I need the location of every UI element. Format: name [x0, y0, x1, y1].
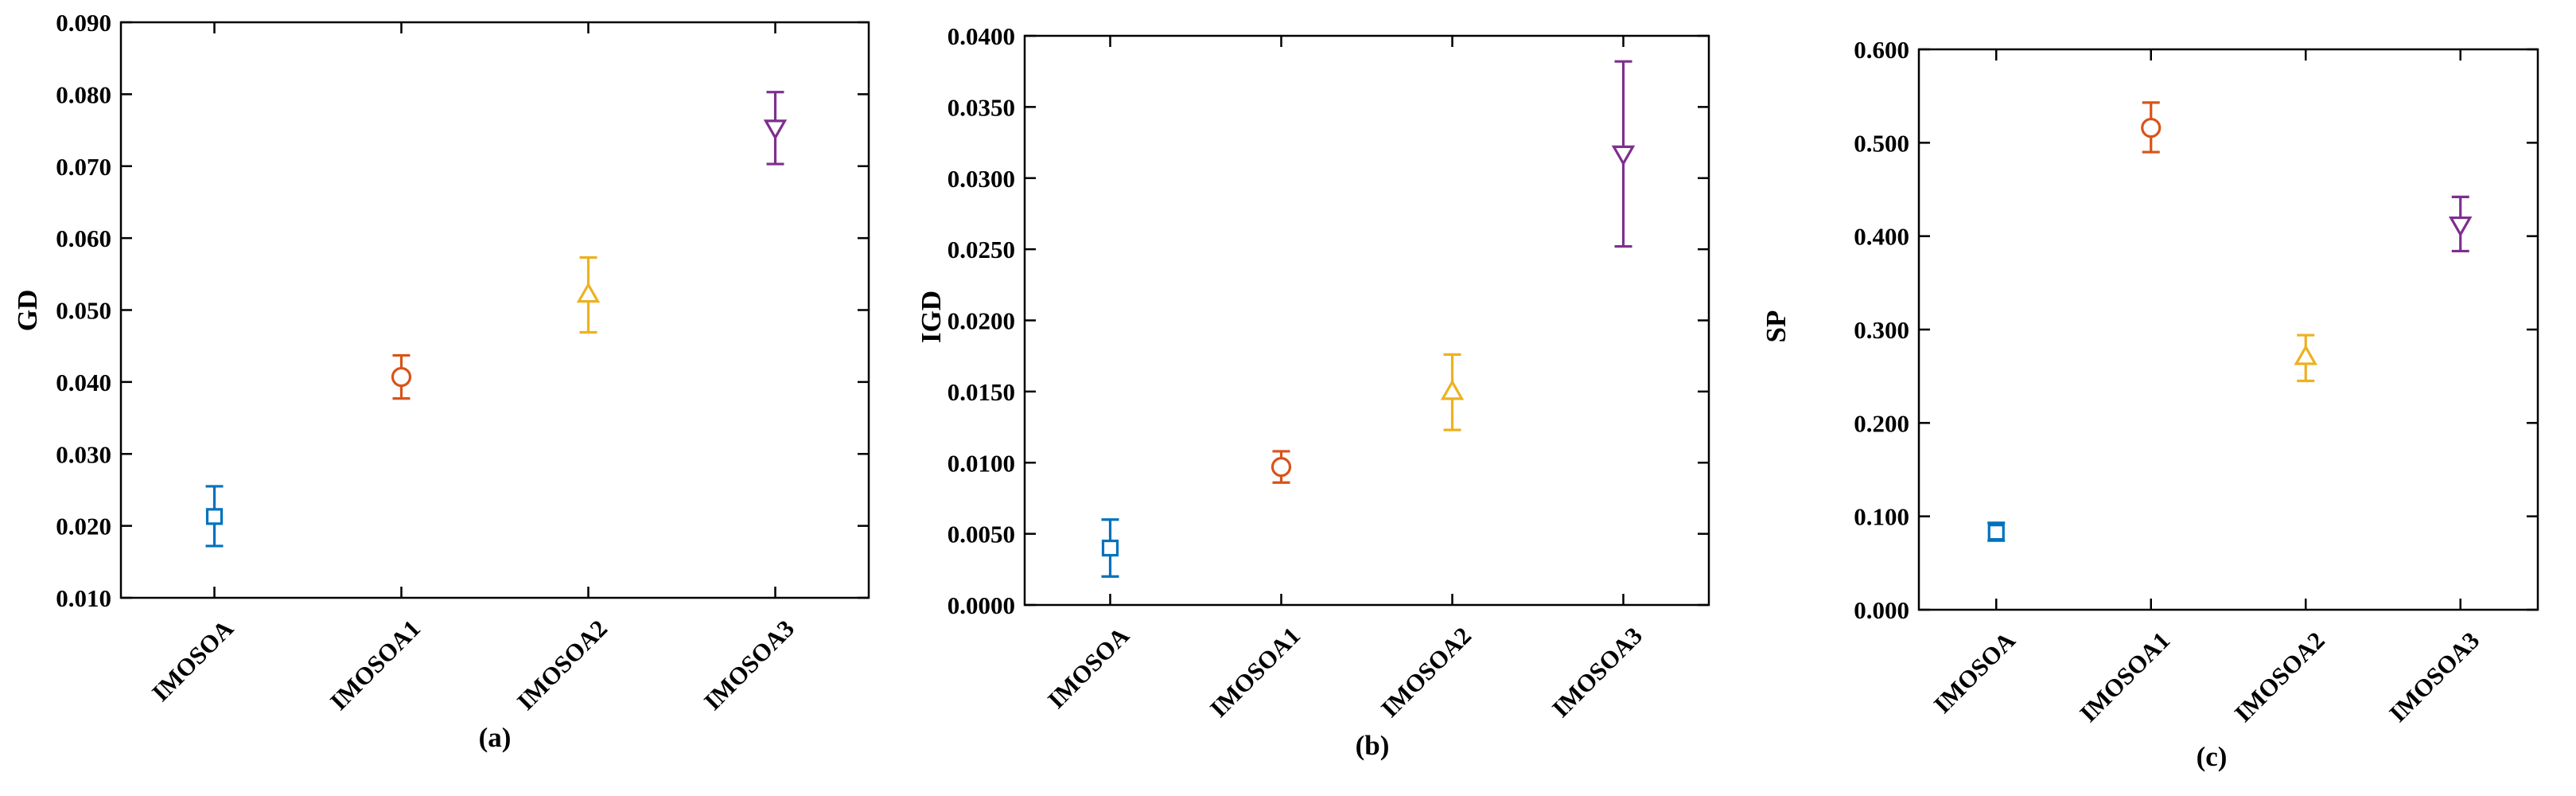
- chart-2-panel-label: (b): [1356, 730, 1390, 761]
- chart-1-x-tick-label: IMOSOA1: [325, 615, 426, 716]
- chart-1-marker-circle: [391, 366, 412, 388]
- chart-3-marker-triangle-up: [2294, 344, 2318, 365]
- chart-2-plot-frame: [1023, 34, 1710, 607]
- chart-3-marker-triangle-down: [2448, 216, 2473, 237]
- chart-2-y-tick-label: 0.0100: [948, 449, 1015, 477]
- chart-1-x-tick-label: IMOSOA3: [698, 615, 800, 716]
- chart-2-x-tick-label: IMOSOA3: [1547, 622, 1648, 723]
- chart-2-x-tick-label: IMOSOA: [1042, 621, 1135, 714]
- chart-2-x-tick-label: IMOSOA2: [1376, 622, 1477, 723]
- chart-2-marker-circle: [1270, 457, 1292, 478]
- chart-3-y-tick-label: 0.000: [1854, 596, 1909, 624]
- chart-3-y-tick-label: 0.400: [1854, 223, 1909, 251]
- chart-2-marker-triangle-down: [1611, 145, 1636, 166]
- chart-3-y-tick-label: 0.500: [1854, 129, 1909, 157]
- chart-2-y-tick-label: 0.0250: [948, 236, 1015, 263]
- chart-3-x-tick-label: IMOSOA3: [2383, 626, 2485, 728]
- chart-1-y-tick-label: 0.010: [56, 584, 111, 612]
- chart-3-y-tick-label: 0.300: [1854, 316, 1909, 344]
- chart-3-x-tick-label: IMOSOA2: [2229, 626, 2330, 728]
- chart-1-x-tick-label: IMOSOA2: [512, 615, 613, 716]
- chart-1-marker-triangle-down: [763, 119, 788, 141]
- chart-1-marker-square: [205, 508, 224, 525]
- chart-2-y-tick-label: 0.0000: [948, 591, 1015, 619]
- chart-3-y-tick-label: 0.600: [1854, 36, 1909, 64]
- chart-2-x-tick-label: IMOSOA1: [1204, 622, 1306, 723]
- chart-3-marker-square: [1987, 524, 2005, 541]
- chart-2-y-tick-label: 0.0200: [948, 307, 1015, 335]
- chart-1-panel-label: (a): [479, 722, 512, 753]
- chart-2-y-tick-label: 0.0050: [948, 521, 1015, 548]
- chart-3-y-tick-label: 0.100: [1854, 503, 1909, 531]
- chart-3-plot-frame: [1917, 48, 2539, 611]
- chart-1-plot-frame: [119, 21, 870, 599]
- chart-2-y-tick-label: 0.0400: [948, 22, 1015, 50]
- chart-1-marker-triangle-up: [576, 282, 601, 303]
- chart-1-y-tick-label: 0.070: [56, 153, 111, 181]
- chart-1-y-tick-label: 0.050: [56, 297, 111, 325]
- chart-3-y-axis-label: SP: [1761, 310, 1792, 343]
- chart-2-marker-triangle-up: [1440, 379, 1465, 400]
- chart-3-x-tick-label: IMOSOA: [1928, 626, 2021, 719]
- chart-1-y-tick-label: 0.020: [56, 513, 111, 540]
- chart-1-y-tick-label: 0.040: [56, 369, 111, 396]
- chart-3-marker-circle: [2141, 117, 2162, 139]
- chart-2-y-tick-label: 0.0150: [948, 378, 1015, 406]
- chart-3-panel-label: (c): [2197, 741, 2228, 772]
- chart-3-y-tick-label: 0.200: [1854, 409, 1909, 437]
- chart-2-y-tick-label: 0.0300: [948, 165, 1015, 193]
- chart-1-y-tick-label: 0.060: [56, 224, 111, 252]
- chart-1-y-tick-label: 0.090: [56, 9, 111, 37]
- chart-1-y-tick-label: 0.080: [56, 80, 111, 108]
- chart-1-y-tick-label: 0.030: [56, 440, 111, 468]
- chart-1-y-axis-label: GD: [12, 290, 43, 332]
- chart-1-x-tick-label: IMOSOA: [146, 614, 239, 707]
- chart-2-y-tick-label: 0.0350: [948, 93, 1015, 121]
- chart-3-x-tick-label: IMOSOA1: [2074, 626, 2175, 728]
- chart-2-y-axis-label: IGD: [916, 291, 947, 343]
- chart-2-marker-square: [1101, 539, 1119, 557]
